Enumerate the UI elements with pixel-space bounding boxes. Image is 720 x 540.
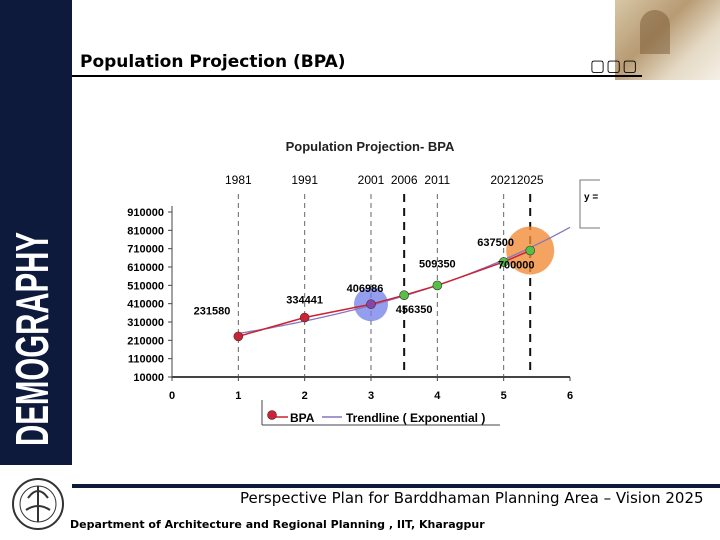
footer-title: Perspective Plan for Barddhaman Planning… [240,489,704,507]
x-tick-label-0: 0 [169,390,175,402]
legend-series-marker [267,410,277,420]
building-arch [640,10,670,54]
sidebar-band: DEMOGRAPHY [0,0,72,465]
year-label-2021: 2021 [490,173,517,187]
chart-title: Population Projection- BPA [286,139,455,154]
legend-series-label: BPA [290,411,315,425]
sidebar-title: DEMOGRAPHY [6,232,58,446]
title-rule [72,75,642,77]
data-point-700000 [525,245,536,256]
data-label-334441: 334441 [286,295,323,307]
x-tick-label-2: 2 [302,390,308,402]
y-tick-label-210000: 210000 [127,335,164,347]
y-tick-label-310000: 310000 [127,317,164,329]
data-label-700000: 700000 [498,260,535,272]
year-label-2025: 2025 [517,173,544,187]
equation-box [579,179,600,229]
footer-rule [72,484,720,488]
x-tick-label-4: 4 [434,390,441,402]
data-point-406986 [366,299,376,310]
year-label-1981: 1981 [225,173,252,187]
data-point-509350 [432,280,443,291]
y-tick-label-910000: 910000 [127,207,164,219]
y-tick-label-410000: 410000 [127,299,164,311]
data-point-456350 [399,290,409,300]
legend-trend-label: Trendline ( Exponential ) [346,411,485,425]
year-label-2001: 2001 [358,173,385,187]
y-tick-label-710000: 710000 [127,244,164,256]
data-point-637500 [498,257,509,267]
iit-logo [12,478,64,530]
slide-title: Population Projection (BPA) [80,52,346,72]
data-label-456350: 456350 [396,304,433,316]
data-label-637500: 637500 [477,237,514,249]
data-label-231580: 231580 [194,305,231,317]
footer-department: Department of Architecture and Regional … [70,518,485,531]
data-point-334441 [299,312,310,323]
x-tick-label-6: 6 [567,390,573,402]
data-label-406986: 406986 [347,283,384,295]
x-tick-label-3: 3 [368,390,374,402]
x-tick-label-5: 5 [501,390,507,402]
y-tick-label-110000: 110000 [128,354,164,366]
y-tick-label-810000: 810000 [127,225,164,237]
x-tick-label-1: 1 [235,390,241,402]
y-tick-label-510000: 510000 [127,280,164,292]
year-label-2006: 2006 [391,173,418,187]
data-point-231580 [233,331,244,342]
year-label-2011: 2011 [424,173,450,187]
title-squares: ▢▢▢ [590,56,639,75]
series-line-bpa [238,249,531,338]
y-tick-label-610000: 610000 [127,262,164,274]
equation-text: y = 194335e [584,192,600,203]
year-label-1991: 1991 [291,173,318,187]
data-label-509350: 509350 [419,258,456,270]
y-tick-label-10000: 10000 [133,372,164,384]
sidebar-title-text: DEMOGRAPHY [6,232,58,446]
